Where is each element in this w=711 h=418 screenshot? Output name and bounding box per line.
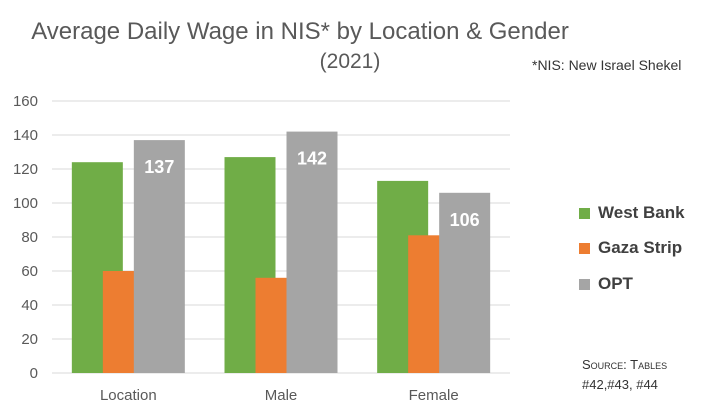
legend-label: West Bank [598,203,685,222]
bar-opt [133,140,185,373]
y-tick-label: 140 [13,127,38,144]
y-tick-label: 60 [21,263,38,280]
y-tick-label: 40 [21,297,38,314]
bar-opt [439,192,491,373]
data-label: 142 [297,149,327,169]
annotation: *NIS: New Israel Shekel [532,57,682,73]
legend-label: Gaza Strip [598,238,683,257]
source-note: Source: Tables #42,#43, #44 [582,355,667,395]
legend-swatch [579,207,590,219]
legend-gaza-strip: Gaza Strip [579,238,682,258]
source-line: #42,#43, #44 [582,377,658,392]
legend-swatch [579,278,590,290]
legend-opt: OPT [579,274,633,294]
y-tick-label: 120 [13,161,38,178]
source-line: Source: Tables [582,357,668,372]
legend-west-bank: West Bank [579,203,685,223]
data-label: 137 [144,157,174,177]
x-tick-label: Male [265,387,298,404]
x-tick-label: Location [100,387,157,404]
y-tick-label: 100 [13,195,38,212]
chart-subtitle: (2021) [319,50,381,73]
bar-opt [286,131,338,373]
legend-label: OPT [598,274,633,293]
y-tick-label: 0 [30,365,38,382]
y-tick-label: 160 [13,93,38,110]
x-tick-label: Female [409,387,459,404]
legend-swatch [579,242,590,254]
y-tick-label: 20 [21,331,38,348]
chart-title: Average Daily Wage in NIS* by Location &… [31,18,569,45]
data-label: 106 [450,210,480,230]
y-tick-label: 80 [21,229,38,246]
